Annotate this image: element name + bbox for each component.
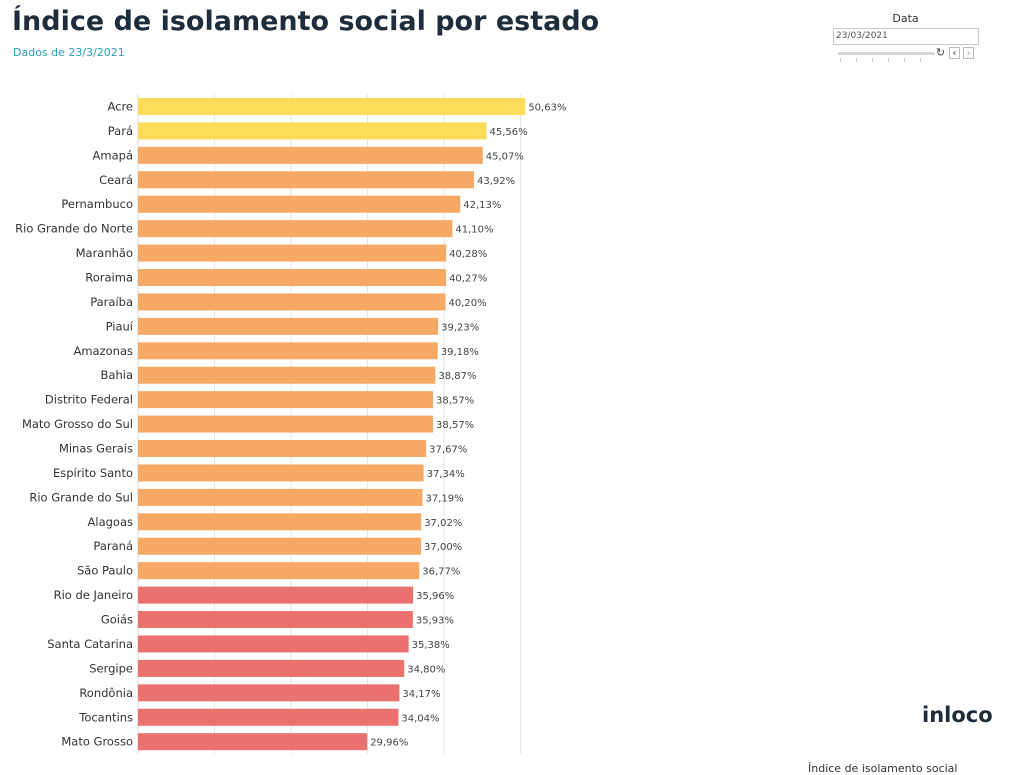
value-label: 37,19% xyxy=(426,493,464,504)
value-label: 35,96% xyxy=(416,591,454,602)
value-label: 38,87% xyxy=(438,371,476,382)
bar[interactable] xyxy=(138,415,434,433)
category-label: Sergipe xyxy=(89,661,133,675)
bar[interactable] xyxy=(138,708,399,726)
refresh-icon[interactable]: ↻ xyxy=(935,46,946,59)
value-label: 35,38% xyxy=(412,640,450,651)
value-label: 45,56% xyxy=(490,127,528,138)
value-label: 37,02% xyxy=(424,518,462,529)
bar[interactable] xyxy=(138,244,447,262)
value-label: 29,96% xyxy=(370,738,408,749)
value-label: 43,92% xyxy=(477,176,515,187)
date-slider-ticks xyxy=(840,58,936,62)
bar[interactable] xyxy=(138,293,446,311)
value-label: 34,17% xyxy=(402,689,440,700)
value-label: 37,00% xyxy=(424,542,462,553)
bar[interactable] xyxy=(138,342,438,360)
bar[interactable] xyxy=(138,195,461,213)
bar[interactable] xyxy=(138,220,453,238)
bar[interactable] xyxy=(138,586,414,604)
date-filter-input[interactable]: 23/03/2021 xyxy=(833,28,979,45)
value-label: 42,13% xyxy=(463,200,501,211)
date-filter-label: Data xyxy=(892,12,919,25)
value-label: 50,63% xyxy=(528,103,566,114)
category-label: Distrito Federal xyxy=(45,393,133,407)
page-subtitle: Dados de 23/3/2021 xyxy=(13,46,125,59)
value-label: 34,80% xyxy=(407,664,445,675)
chevron-left-icon[interactable]: ‹ xyxy=(949,47,960,59)
bar[interactable] xyxy=(138,440,427,458)
category-label: Paraná xyxy=(93,539,133,553)
category-label: Santa Catarina xyxy=(47,637,133,651)
bar[interactable] xyxy=(138,171,474,189)
value-label: 40,28% xyxy=(449,249,487,260)
value-label: 35,93% xyxy=(416,616,454,627)
category-label: Pará xyxy=(108,124,133,138)
category-label: Espírito Santo xyxy=(53,466,133,480)
category-label: Mato Grosso xyxy=(61,735,133,749)
bar[interactable] xyxy=(138,635,409,653)
category-label: Mato Grosso do Sul xyxy=(22,417,133,431)
bar[interactable] xyxy=(138,366,436,384)
category-label: Piauí xyxy=(106,319,134,333)
value-label: 37,67% xyxy=(429,445,467,456)
category-label: Goiás xyxy=(101,613,133,627)
value-label: 37,34% xyxy=(427,469,465,480)
value-label: 38,57% xyxy=(436,396,474,407)
category-label: Rio de Janeiro xyxy=(54,588,133,602)
value-label: 36,77% xyxy=(422,567,460,578)
value-label: 40,27% xyxy=(449,274,487,285)
bar[interactable] xyxy=(138,537,422,555)
category-label: Ceará xyxy=(99,173,133,187)
bar[interactable] xyxy=(138,611,413,629)
value-label: 40,20% xyxy=(449,298,487,309)
category-label: Acre xyxy=(107,100,133,114)
bar[interactable] xyxy=(138,488,423,506)
bar[interactable] xyxy=(138,659,405,677)
bar[interactable] xyxy=(138,317,439,335)
bar[interactable] xyxy=(138,146,483,164)
value-label: 41,10% xyxy=(455,225,493,236)
chevron-right-icon[interactable]: › xyxy=(963,47,974,59)
category-label: Pernambuco xyxy=(61,197,133,211)
date-slider-track[interactable] xyxy=(838,52,938,55)
category-label: Bahia xyxy=(101,368,133,382)
bar[interactable] xyxy=(138,391,434,409)
value-label: 34,04% xyxy=(401,713,439,724)
category-label: Paraíba xyxy=(90,295,133,309)
bar[interactable] xyxy=(138,269,447,287)
value-label: 38,57% xyxy=(436,420,474,431)
category-label: Alagoas xyxy=(88,515,133,529)
category-label: Amazonas xyxy=(73,344,133,358)
category-label: Minas Gerais xyxy=(59,442,133,456)
value-label: 39,23% xyxy=(441,322,479,333)
bar[interactable] xyxy=(138,562,420,580)
category-label: Tocantins xyxy=(78,710,133,724)
bar[interactable] xyxy=(138,684,400,702)
bar[interactable] xyxy=(138,464,424,482)
x-axis-title: Índice de isolamento social xyxy=(808,762,958,775)
category-label: Rio Grande do Norte xyxy=(15,222,133,236)
category-label: São Paulo xyxy=(77,564,133,578)
bar[interactable] xyxy=(138,733,368,751)
bar[interactable] xyxy=(138,513,422,531)
category-label: Rio Grande do Sul xyxy=(29,490,133,504)
value-label: 45,07% xyxy=(486,151,524,162)
page-title: Índice de isolamento social por estado xyxy=(12,6,600,37)
category-label: Maranhão xyxy=(76,246,133,260)
category-label: Amapá xyxy=(93,148,133,162)
category-label: Rondônia xyxy=(79,686,133,700)
category-label: Roraima xyxy=(85,271,133,285)
bar[interactable] xyxy=(138,122,487,140)
inloco-logo: inloco xyxy=(922,703,993,727)
bar[interactable] xyxy=(138,98,526,115)
value-label: 39,18% xyxy=(441,347,479,358)
